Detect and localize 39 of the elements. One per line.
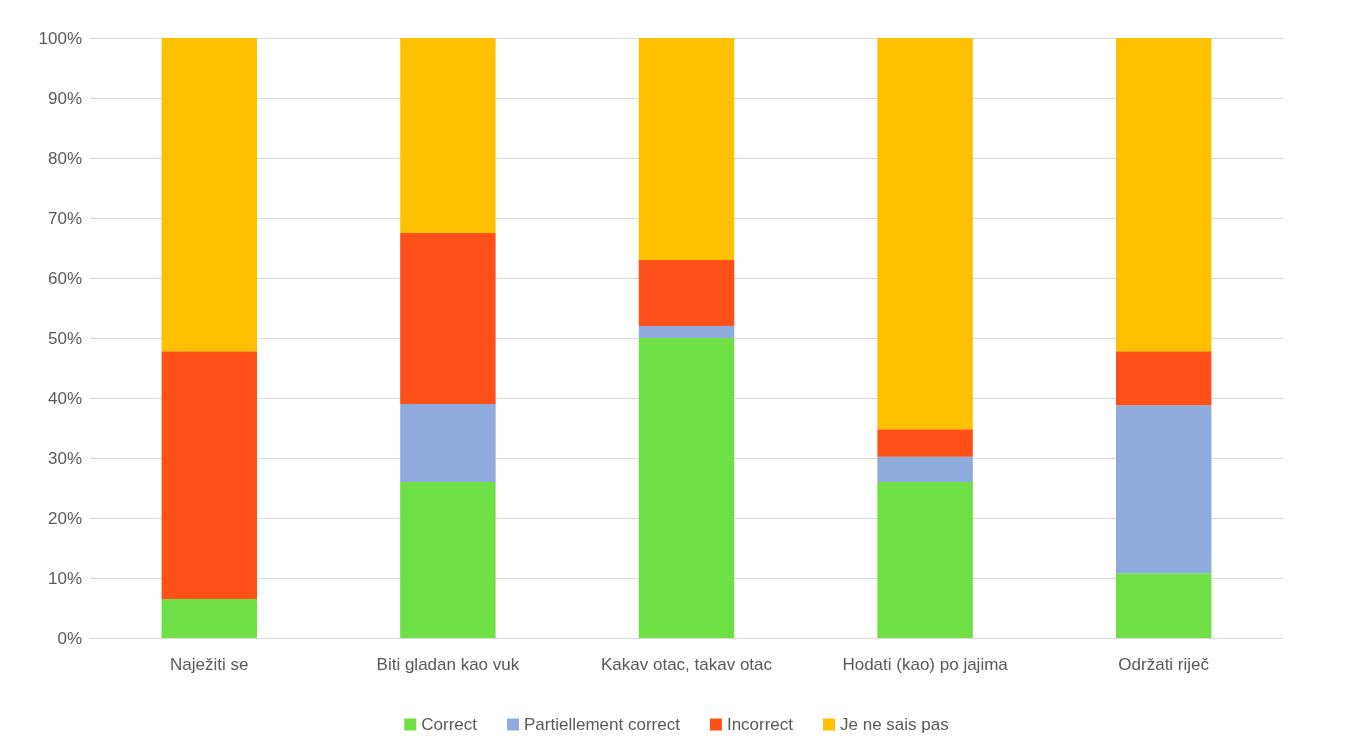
bar (161, 351, 258, 599)
y-tick-label: 0% (57, 628, 82, 648)
bar (877, 429, 973, 457)
y-tick-label: 40% (47, 388, 82, 408)
x-tick-label: Biti gladan kao vuk (376, 655, 520, 674)
y-tick-label: 60% (47, 268, 82, 288)
y-tick-label: 20% (47, 508, 82, 528)
x-tick-label: Kakav otac, takav otac (600, 655, 773, 674)
y-tick-label: 80% (47, 148, 82, 168)
bar (638, 326, 735, 338)
x-tick-label: Održati riječ (1118, 655, 1210, 674)
legend-label: Je ne sais pas (840, 715, 949, 734)
y-tick-label: 10% (47, 568, 82, 588)
bar (877, 38, 973, 430)
bar (638, 38, 735, 260)
bar (638, 338, 735, 638)
y-tick-label: 70% (47, 208, 82, 228)
bar (400, 38, 496, 233)
y-tick-label: 90% (47, 88, 82, 108)
bar (1115, 405, 1212, 574)
x-tick-label: Hodati (kao) po jajima (842, 655, 1009, 674)
legend-label: Correct (421, 715, 478, 734)
bar (161, 599, 258, 638)
legend-label: Incorrect (726, 715, 794, 734)
bar (161, 38, 258, 352)
bar (1115, 38, 1212, 352)
x-tick-label: Naježiti se (170, 655, 249, 674)
bar (1115, 351, 1212, 406)
bar (638, 260, 735, 326)
bar (877, 482, 973, 638)
bar (1115, 573, 1212, 638)
y-tick-label: 30% (47, 448, 82, 468)
legend-label: Partiellement correct (524, 715, 681, 734)
bar (877, 456, 973, 482)
bar (400, 404, 496, 482)
bar (400, 482, 496, 638)
y-tick-label: 50% (47, 328, 82, 348)
bar (400, 233, 496, 404)
y-tick-label: 100% (38, 28, 82, 48)
